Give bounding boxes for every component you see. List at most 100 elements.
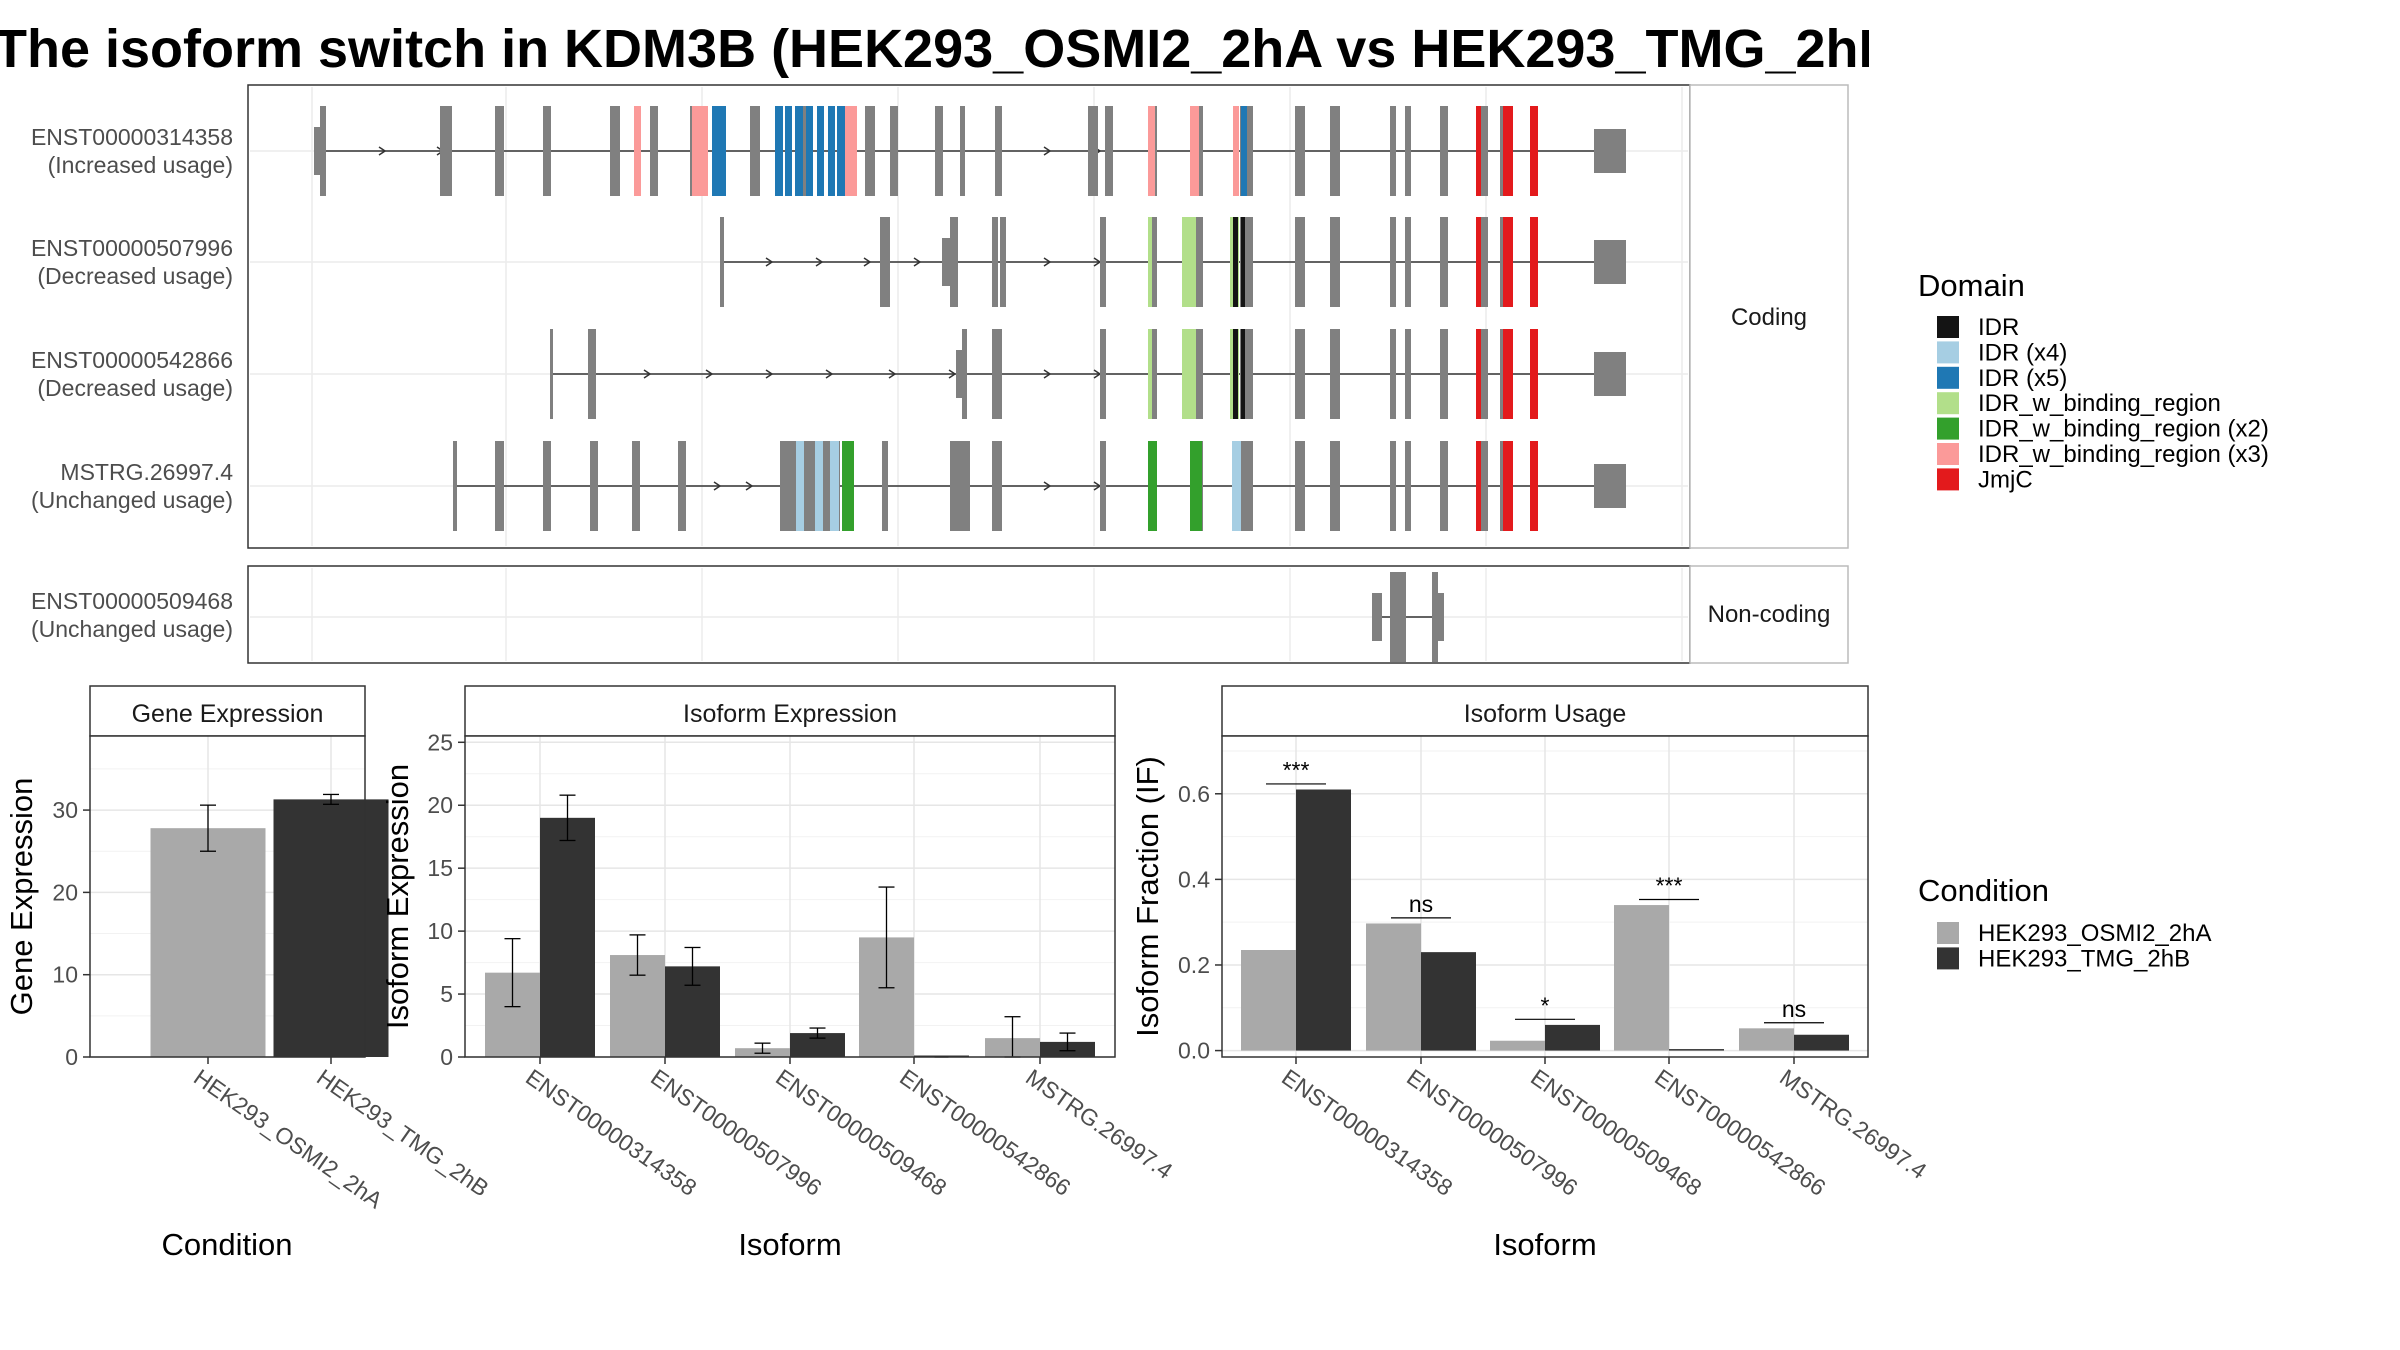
transcript-track	[550, 329, 1626, 419]
noncoding-panel-frame	[247, 565, 1691, 664]
exon	[1480, 329, 1488, 419]
legend-swatch	[1937, 922, 1959, 944]
domain-segment	[1148, 106, 1155, 196]
transcript-id: MSTRG.26997.4	[60, 459, 233, 485]
exon	[1480, 441, 1488, 531]
domain-segment	[1503, 441, 1513, 531]
exon	[882, 441, 888, 531]
significance-label: ***	[1656, 872, 1683, 898]
transcript-track	[720, 217, 1626, 307]
transcript-usage: (Decreased usage)	[37, 263, 233, 289]
exon	[1390, 217, 1396, 307]
domain-segment	[1148, 329, 1152, 419]
exon	[1250, 217, 1253, 307]
legend-swatch	[1937, 341, 1959, 364]
bar	[1366, 923, 1421, 1051]
domain-segment	[1530, 329, 1538, 419]
bar	[1794, 1034, 1849, 1051]
transcript-track	[314, 106, 1626, 196]
strand-arrow	[888, 369, 897, 379]
exon	[750, 106, 760, 196]
exon	[1105, 106, 1113, 196]
bar	[1614, 905, 1669, 1051]
exon	[1250, 441, 1253, 531]
exon	[320, 106, 326, 196]
domain-segment	[828, 106, 835, 196]
chart-title: Isoform Usage	[1464, 700, 1627, 728]
exon	[543, 106, 551, 196]
exon	[1100, 329, 1106, 419]
y-tick-label: 0.4	[1178, 866, 1210, 892]
exon	[992, 329, 1002, 419]
utr-exon	[1438, 593, 1444, 641]
exon	[678, 441, 686, 531]
exon	[1193, 329, 1203, 419]
chart-title: Gene Expression	[132, 700, 324, 728]
strand-arrow	[378, 146, 387, 156]
exon	[495, 441, 504, 531]
exon	[1295, 329, 1305, 419]
exon	[1432, 572, 1438, 662]
panel-border	[89, 735, 366, 1058]
utr-exon	[1594, 240, 1626, 284]
exon	[1480, 106, 1488, 196]
strand-arrow	[713, 481, 722, 491]
domain-segment	[845, 106, 857, 196]
y-tick-label: 0	[440, 1044, 453, 1070]
exon	[1295, 441, 1305, 531]
y-axis-title: Isoform Expression	[380, 764, 415, 1029]
bar	[1241, 950, 1296, 1051]
strand-arrow	[913, 257, 922, 267]
exon	[1148, 329, 1157, 419]
utr-exon	[314, 127, 320, 175]
utr-exon	[956, 350, 962, 398]
legend-label: IDR_w_binding_region (x3)	[1978, 441, 2269, 468]
y-axis-title: Gene Expression	[4, 778, 39, 1016]
exon	[1250, 106, 1253, 196]
legend-swatch	[1937, 417, 1959, 440]
y-tick-label: 20	[52, 879, 78, 905]
exon	[1295, 106, 1305, 196]
chart-title: Isoform Expression	[683, 700, 897, 728]
y-tick-label: 25	[427, 729, 453, 755]
y-tick-label: 0.0	[1178, 1038, 1210, 1064]
significance-label: ns	[1782, 996, 1806, 1022]
coding-strip-label: Coding	[1731, 304, 1807, 331]
utr-exon	[942, 238, 950, 286]
exon	[1405, 329, 1411, 419]
utr-exon	[1594, 464, 1626, 508]
bar	[150, 828, 266, 1057]
domain-segment	[1241, 329, 1245, 419]
facet-strip	[89, 685, 366, 737]
exon	[890, 106, 898, 196]
bar	[1421, 952, 1476, 1051]
legend-label: HEK293_TMG_2hB	[1978, 945, 2190, 972]
exon	[950, 441, 970, 531]
strand-arrow	[765, 369, 774, 379]
exon	[550, 329, 553, 419]
legend-label: IDR_w_binding_region (x2)	[1978, 416, 2269, 443]
noncoding-strip-label: Non-coding	[1708, 601, 1831, 628]
y-tick-label: 10	[427, 918, 453, 944]
exon	[992, 217, 998, 307]
domain-segment	[1530, 106, 1538, 196]
exon	[1148, 217, 1157, 307]
transcript-id: ENST00000542866	[31, 347, 233, 373]
exon	[1088, 106, 1098, 196]
legend-title: Domain	[1918, 268, 2025, 303]
legend-label: HEK293_OSMI2_2hA	[1978, 920, 2211, 947]
domain-segment	[815, 441, 823, 531]
bar	[273, 799, 389, 1057]
exon	[1390, 106, 1396, 196]
domain-segment	[1148, 441, 1157, 531]
exon	[1480, 217, 1488, 307]
domain-segment	[1241, 217, 1245, 307]
transcript-track	[1372, 572, 1444, 662]
exon	[1440, 106, 1448, 196]
strand-arrow	[705, 369, 714, 379]
y-tick-label: 0	[65, 1044, 78, 1070]
significance-label: ***	[1283, 757, 1310, 783]
strand-arrow	[745, 481, 754, 491]
exon	[590, 441, 598, 531]
